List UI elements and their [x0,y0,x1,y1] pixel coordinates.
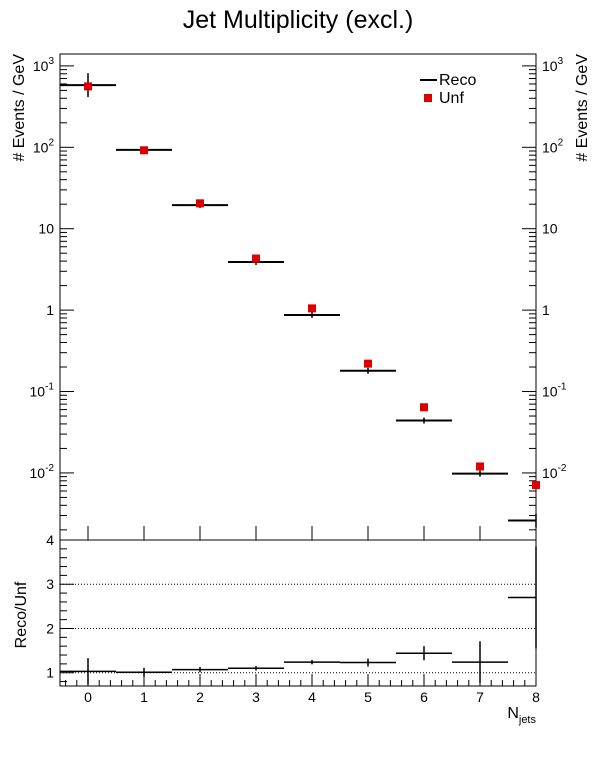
ratio-y-axis-title: Reco/Unf [13,581,30,648]
y-tick-label-right: 10-2 [542,463,567,481]
y-tick-label-left: 1 [46,302,54,318]
unf-marker [308,304,316,313]
x-tick-label: 6 [420,689,428,705]
unf-marker [84,82,92,91]
unf-marker [532,481,540,490]
unf-marker [140,146,148,155]
ratio-y-tick-label: 4 [46,532,54,548]
x-axis-title: Njets [507,705,536,726]
y-tick-label-left: 103 [33,56,55,74]
unf-marker [476,462,484,471]
x-tick-label: 4 [308,689,316,705]
y-tick-label-left: 10 [38,221,54,237]
y-tick-label-left: 10-2 [30,463,55,481]
ratio-y-tick-label: 1 [46,665,54,681]
legend-reco-label: Reco [439,72,476,89]
x-tick-label: 2 [196,689,204,705]
y-axis-title-right: # Events / GeV [574,54,591,162]
x-tick-label: 5 [364,689,372,705]
x-tick-label: 0 [84,689,92,705]
unf-marker [420,403,428,412]
y-axis-title-left: # Events / GeV [11,54,28,162]
x-tick-label: 1 [140,689,148,705]
ratio-y-tick-label: 2 [46,620,54,636]
y-tick-label-right: 103 [542,56,564,74]
chart-title: Jet Multiplicity (excl.) [183,6,414,34]
y-tick-label-right: 10-1 [542,382,567,400]
y-tick-label-left: 102 [33,137,55,155]
y-tick-label-left: 10-1 [30,382,55,400]
unf-marker [196,199,204,208]
ratio-y-tick-label: 3 [46,576,54,592]
top-plot-frame [59,53,537,541]
legend-unf-label: Unf [439,90,464,107]
unf-marker [364,359,372,368]
x-tick-label: 8 [532,689,540,705]
y-tick-label-right: 102 [542,137,564,155]
unf-marker [252,254,260,263]
y-tick-label-right: 1 [542,302,550,318]
x-tick-label: 7 [476,689,484,705]
legend-unf-swatch [424,94,432,102]
ratio-plot-frame [59,539,537,687]
x-tick-label: 3 [252,689,260,705]
y-tick-label-right: 10 [542,221,558,237]
